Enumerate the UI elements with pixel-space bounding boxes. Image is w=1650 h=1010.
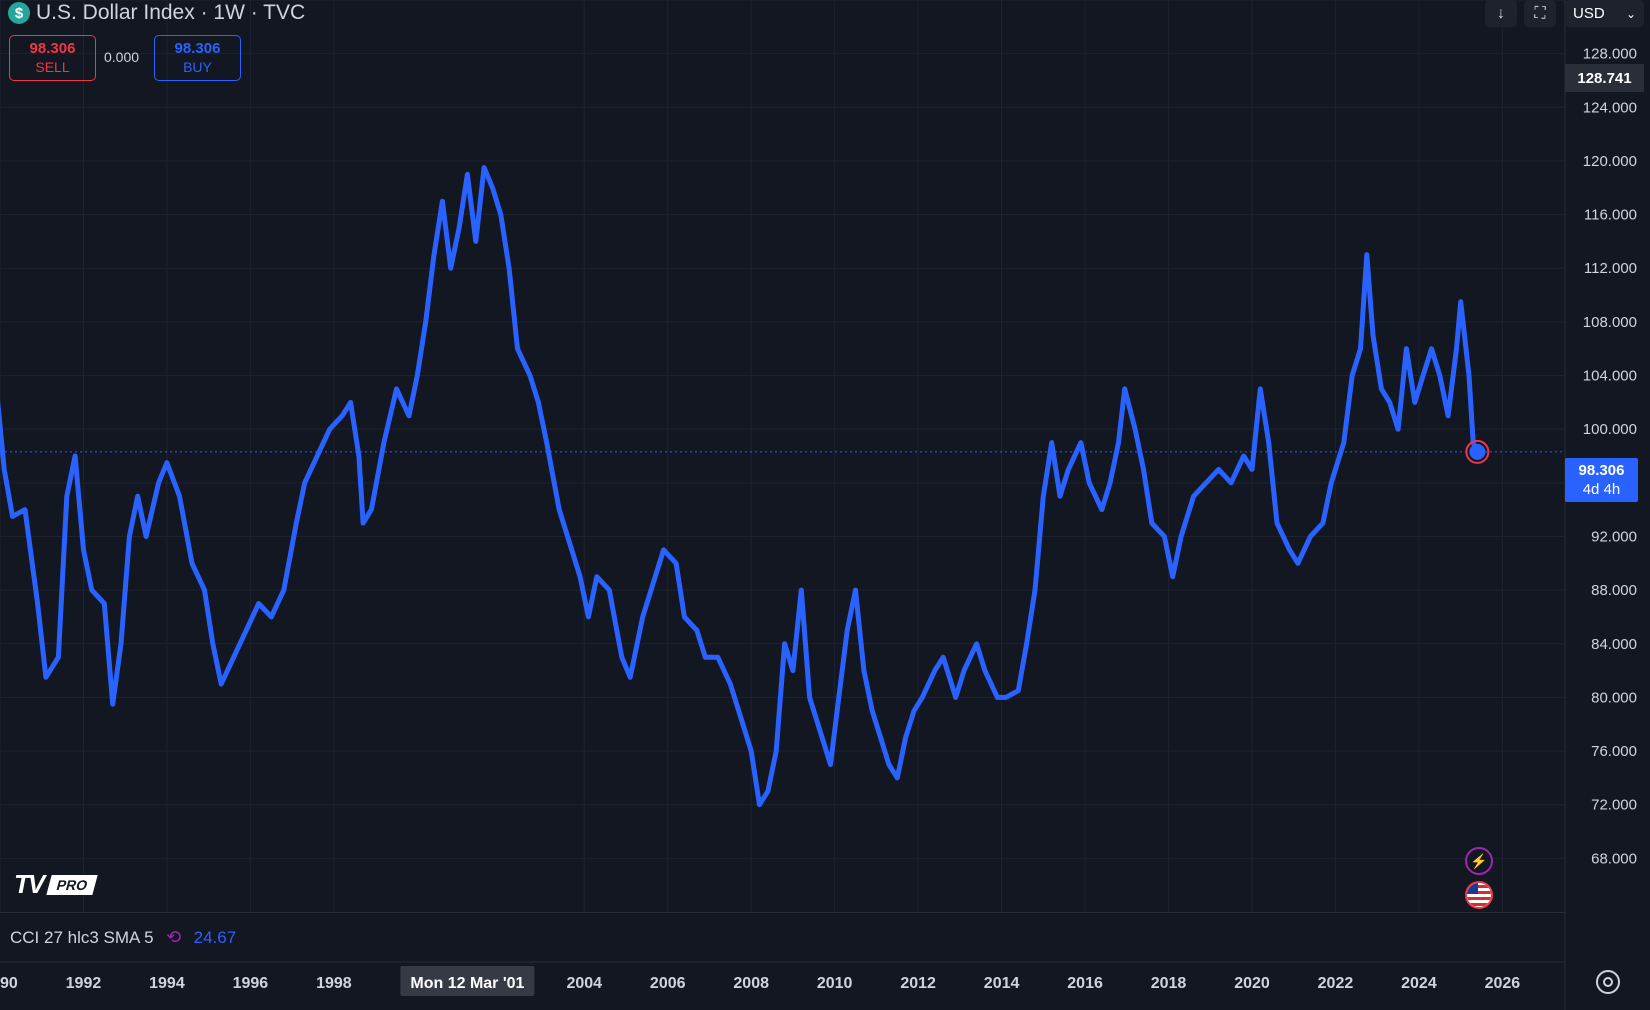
- y-tick-label: 108.000: [1583, 314, 1637, 331]
- x-tick-label: 2010: [817, 975, 853, 992]
- symbol-header[interactable]: $ U.S. Dollar Index · 1W · TVC: [8, 0, 305, 26]
- dollar-icon: $: [8, 2, 30, 24]
- us-flag-icon[interactable]: [1465, 881, 1493, 909]
- x-tick-label: 2008: [733, 975, 769, 992]
- sell-label: SELL: [35, 59, 70, 75]
- bar-countdown: 4d 4h: [1582, 481, 1621, 498]
- x-tick-label: 2022: [1318, 975, 1354, 992]
- x-tick-label: 2020: [1234, 975, 1270, 992]
- x-tick-label: 1998: [316, 975, 352, 992]
- y-tick-label: 124.000: [1583, 99, 1637, 116]
- buy-price: 98.306: [174, 40, 221, 57]
- y-tick-label: 88.000: [1591, 582, 1637, 599]
- buy-button[interactable]: 98.306 BUY: [154, 35, 241, 81]
- current-price-label: 98.306 4d 4h: [1565, 458, 1638, 502]
- y-tick-label: 104.000: [1583, 368, 1637, 385]
- y-tick-label: 120.000: [1583, 153, 1637, 170]
- indicator-name: CCI 27 hlc3 SMA 5: [10, 927, 154, 947]
- settings-icon[interactable]: [1596, 970, 1620, 994]
- currency-select[interactable]: USD ⌄: [1565, 0, 1644, 27]
- tradingview-logo[interactable]: TV PRO: [14, 869, 99, 900]
- y-tick-label: 116.000: [1584, 207, 1637, 224]
- y-tick-label: 128.000: [1583, 46, 1637, 63]
- spread-value: 0.000: [104, 49, 140, 65]
- y-tick-label: 68.000: [1591, 850, 1637, 867]
- sell-price: 98.306: [29, 40, 76, 57]
- lightning-icon[interactable]: ⚡: [1465, 847, 1493, 875]
- x-tick-label: 2016: [1067, 975, 1103, 992]
- indicator-legend[interactable]: CCI 27 hlc3 SMA 5 ⟲ 24.67: [0, 912, 1565, 962]
- indicator-value: 24.67: [193, 927, 237, 947]
- sell-button[interactable]: 98.306 SELL: [9, 35, 96, 81]
- x-tick-label: 2026: [1485, 975, 1521, 992]
- y-tick-label: 72.000: [1591, 797, 1637, 814]
- x-tick-label: 2014: [984, 975, 1020, 992]
- y-tick-label: 80.000: [1591, 689, 1637, 706]
- y-tick-label: 112.000: [1584, 260, 1637, 277]
- x-tick-label: 1990: [0, 975, 18, 992]
- crosshair-date-box: [400, 966, 535, 996]
- crosshair-date-label: Mon 12 Mar '01: [410, 975, 524, 992]
- dxy-price-line: [0, 165, 1480, 808]
- down-arrow-icon[interactable]: ↓: [1485, 0, 1517, 27]
- high-price-label: 128.741: [1565, 64, 1644, 92]
- y-tick-label: 92.000: [1591, 528, 1637, 545]
- y-tick-label: 100.000: [1583, 421, 1637, 438]
- last-point-ring: [1465, 439, 1490, 464]
- last-point-marker: [1469, 443, 1486, 460]
- chevron-down-icon: ⌄: [1625, 6, 1636, 21]
- currency-value: USD: [1573, 5, 1605, 22]
- x-tick-label: 1994: [149, 975, 185, 992]
- refresh-icon[interactable]: ⟲: [166, 927, 182, 947]
- x-tick-label: 2004: [566, 975, 602, 992]
- buy-label: BUY: [183, 59, 212, 75]
- fullscreen-icon[interactable]: ⛶: [1524, 0, 1556, 27]
- x-tick-label: 1992: [66, 975, 102, 992]
- x-tick-label: 2012: [900, 975, 936, 992]
- y-tick-label: 84.000: [1591, 636, 1637, 653]
- x-tick-label: 2006: [650, 975, 686, 992]
- y-tick-label: 76.000: [1591, 743, 1637, 760]
- symbol-title: U.S. Dollar Index · 1W · TVC: [36, 1, 306, 24]
- tv-logo-mark: TV: [14, 869, 45, 899]
- x-tick-label: 1996: [233, 975, 269, 992]
- pro-badge: PRO: [46, 874, 99, 895]
- x-tick-label: 2018: [1151, 975, 1187, 992]
- x-tick-label: 2024: [1401, 975, 1437, 992]
- current-price: 98.306: [1578, 462, 1625, 479]
